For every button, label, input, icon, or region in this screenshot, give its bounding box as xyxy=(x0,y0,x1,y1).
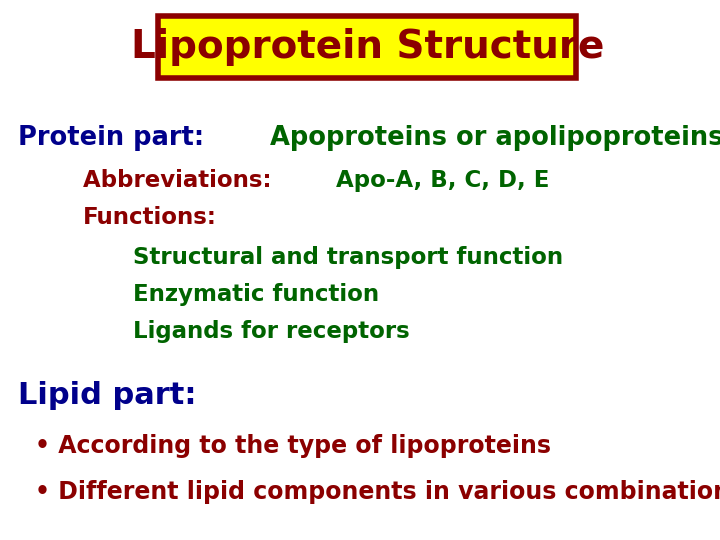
Text: • According to the type of lipoproteins: • According to the type of lipoproteins xyxy=(35,434,551,457)
Text: Lipoprotein Structure: Lipoprotein Structure xyxy=(130,28,604,66)
Text: Lipid part:: Lipid part: xyxy=(18,381,197,410)
Text: • Different lipid components in various combinations: • Different lipid components in various … xyxy=(35,481,720,504)
Text: Ligands for receptors: Ligands for receptors xyxy=(133,320,410,343)
Text: Apoproteins or apolipoproteins: Apoproteins or apolipoproteins xyxy=(270,125,720,151)
Text: Apo-A, B, C, D, E: Apo-A, B, C, D, E xyxy=(336,170,550,192)
Text: Enzymatic function: Enzymatic function xyxy=(133,283,379,306)
FancyBboxPatch shape xyxy=(158,16,576,78)
Text: Structural and transport function: Structural and transport function xyxy=(133,246,563,268)
Text: Protein part:: Protein part: xyxy=(18,125,213,151)
Text: Abbreviations:: Abbreviations: xyxy=(83,170,279,192)
Text: Functions:: Functions: xyxy=(83,206,217,228)
